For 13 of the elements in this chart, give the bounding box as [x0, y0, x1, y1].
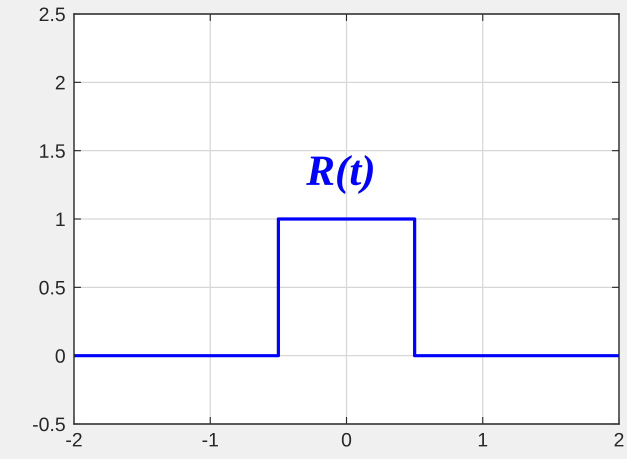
- x-tick-label: -1: [202, 433, 218, 446]
- y-tick-label: 0.5: [39, 280, 65, 295]
- series-label: R(t): [306, 154, 373, 194]
- x-tick-label: 2: [614, 432, 624, 446]
- y-tick-label: 1: [56, 212, 65, 226]
- x-tick-label: 1: [478, 433, 488, 446]
- x-tick-label: -2: [66, 432, 82, 446]
- x-tick-label: 0: [342, 432, 352, 447]
- y-tick-label: -0.5: [33, 417, 65, 432]
- y-tick-label: 0: [56, 349, 65, 363]
- y-tick-label: 2: [56, 76, 65, 90]
- y-tick-label: 1.5: [40, 144, 65, 158]
- y-tick-label: 2.5: [40, 7, 65, 22]
